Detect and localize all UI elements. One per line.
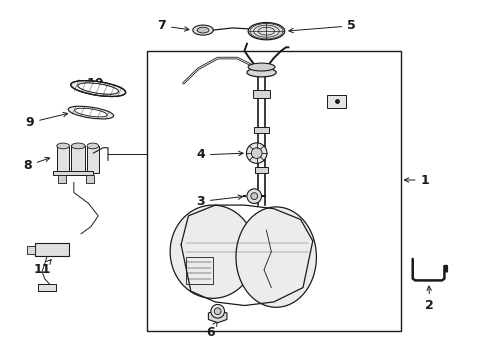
Ellipse shape: [170, 205, 255, 298]
Bar: [86, 175, 94, 183]
Ellipse shape: [246, 189, 261, 203]
Bar: [38, 284, 56, 291]
Text: 9: 9: [25, 112, 67, 129]
Text: 6: 6: [205, 321, 217, 339]
Ellipse shape: [57, 143, 69, 149]
Bar: [252, 90, 270, 98]
Ellipse shape: [192, 25, 213, 35]
Bar: [185, 257, 212, 284]
Bar: [147, 51, 400, 330]
Bar: [255, 167, 267, 173]
Ellipse shape: [247, 23, 284, 40]
Polygon shape: [208, 310, 226, 323]
Text: 7: 7: [157, 19, 188, 32]
Ellipse shape: [246, 143, 266, 163]
Bar: [254, 127, 268, 134]
Ellipse shape: [246, 68, 276, 77]
Text: 5: 5: [288, 19, 355, 33]
Ellipse shape: [250, 193, 257, 199]
Bar: [35, 243, 69, 256]
Bar: [87, 146, 99, 173]
Ellipse shape: [87, 143, 99, 149]
Text: 3: 3: [196, 195, 242, 208]
Text: 8: 8: [23, 157, 50, 172]
Ellipse shape: [68, 106, 113, 119]
Ellipse shape: [247, 63, 274, 71]
Ellipse shape: [251, 148, 262, 158]
Ellipse shape: [236, 207, 316, 307]
Bar: [53, 171, 93, 175]
Ellipse shape: [71, 143, 85, 149]
Ellipse shape: [210, 305, 224, 318]
Bar: [58, 175, 65, 183]
Ellipse shape: [71, 81, 125, 96]
Ellipse shape: [78, 83, 118, 94]
Ellipse shape: [75, 108, 107, 117]
Bar: [57, 146, 69, 173]
Text: 10: 10: [87, 77, 104, 90]
Text: 1: 1: [404, 174, 428, 186]
Bar: [26, 246, 35, 253]
Bar: [71, 146, 85, 173]
Text: 4: 4: [196, 148, 243, 161]
Ellipse shape: [214, 308, 221, 315]
Text: 11: 11: [33, 260, 51, 276]
Text: 2: 2: [425, 286, 433, 312]
Ellipse shape: [197, 27, 208, 33]
Bar: [327, 95, 345, 108]
